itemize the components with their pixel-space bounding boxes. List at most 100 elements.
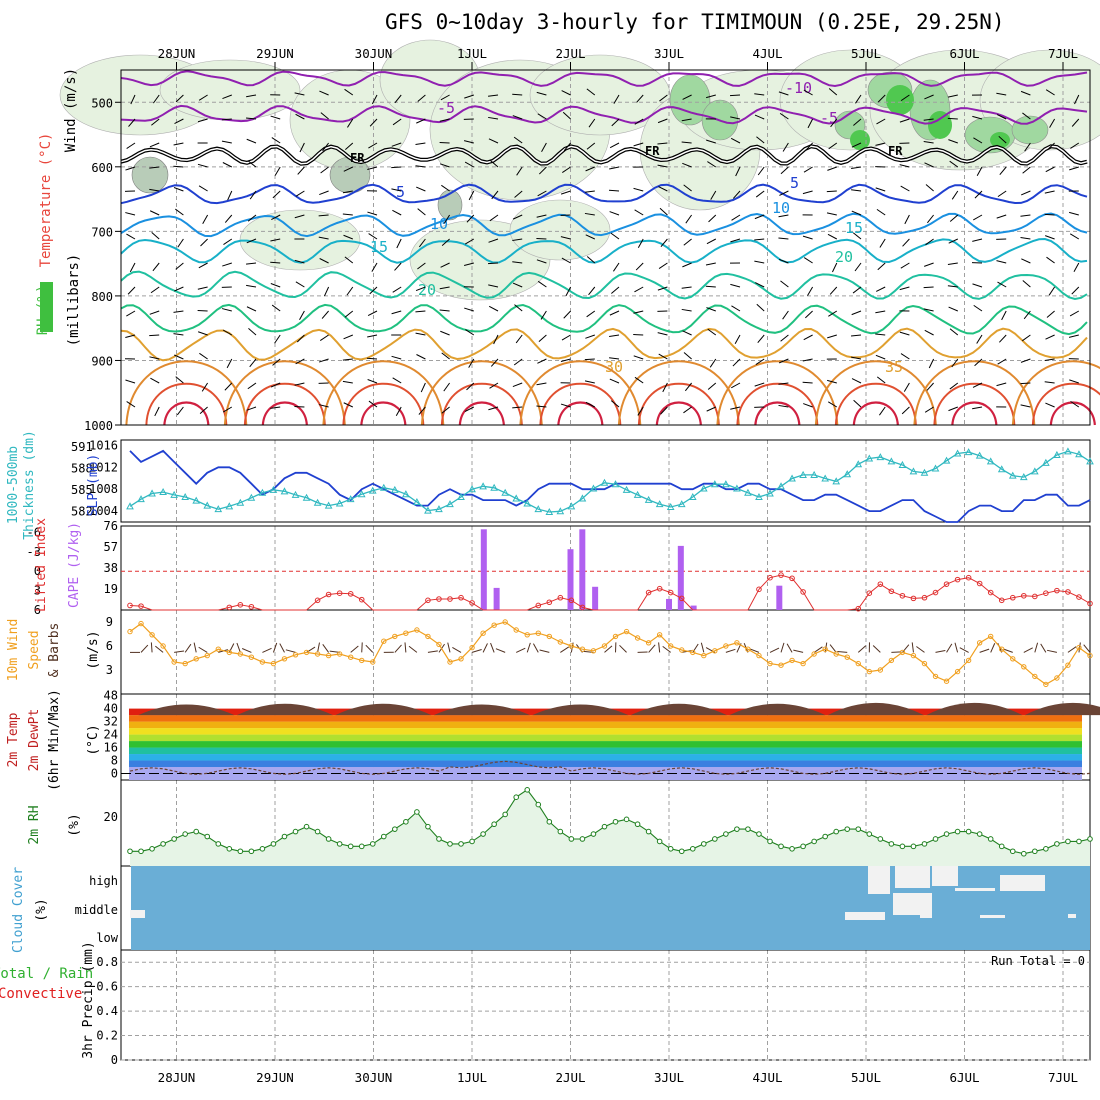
thickness-marker-23 — [379, 483, 388, 491]
wind10-barb-38 — [539, 649, 550, 653]
wind-barb-34-1 — [947, 117, 958, 120]
wind-barb-1-11 — [149, 356, 160, 360]
wind-barb-0-10 — [125, 334, 136, 338]
rh2m-marker-71 — [910, 843, 917, 850]
wind-barb-25-0 — [729, 94, 741, 97]
wind10-marker-7 — [204, 652, 210, 659]
wind10-marker-70 — [899, 649, 906, 656]
li-marker-28 — [436, 596, 442, 602]
wind-barb-18-11 — [560, 358, 571, 363]
cloud-cell-10 — [130, 910, 145, 918]
wind-barb-31-0 — [877, 94, 886, 103]
wind-barb-23-6 — [683, 238, 692, 246]
wind-barb-30-6 — [852, 232, 862, 240]
thickness-marker-18 — [324, 501, 333, 509]
wind-barb-6-2 — [271, 137, 281, 144]
wind-barb-12-8 — [415, 286, 426, 292]
rh2m-marker-47 — [645, 828, 652, 835]
rh2m-marker-77 — [976, 831, 983, 837]
wind-barb-35-6 — [972, 238, 983, 242]
wind10-barb-81 — [1023, 647, 1033, 653]
wind-barb-4-4 — [227, 190, 233, 201]
thickness-marker-54 — [722, 480, 730, 488]
li-tick-1: -3 — [27, 545, 41, 559]
thickness-marker-57 — [755, 492, 763, 501]
thickness-marker-64 — [832, 477, 841, 485]
wind-barb-27-5 — [778, 214, 789, 218]
thickness-marker-30 — [457, 492, 465, 501]
rh2m-marker-13 — [270, 841, 277, 847]
wind-barb-29-6 — [827, 233, 838, 240]
wind-barb-14-2 — [463, 140, 474, 144]
warm-dome-mid-7 — [834, 382, 917, 426]
li-marker-82 — [1032, 593, 1038, 600]
thickness-marker-58 — [766, 489, 774, 497]
wind-barb-37-6 — [1020, 236, 1031, 240]
isotherm-7 — [120, 327, 1088, 362]
wind-barb-3-10 — [197, 331, 208, 336]
wind-barb-3-1 — [197, 118, 208, 123]
wind-barb-36-9 — [1001, 310, 1007, 321]
thickness-marker-15 — [291, 490, 300, 498]
thickness-marker-43 — [600, 478, 609, 486]
wind-barb-20-3 — [609, 166, 620, 170]
wind-barb-5-7 — [246, 262, 257, 265]
li-tick-4: 6 — [34, 603, 41, 617]
wind-barb-24-12 — [707, 382, 717, 390]
wind-barb-0-1 — [128, 118, 136, 127]
wind-barb-0-13 — [126, 401, 136, 408]
wind-barb-2-4 — [173, 187, 184, 192]
wind-barb-16-13 — [512, 406, 523, 409]
thickness-marker-33 — [490, 483, 498, 491]
rh-wet-0 — [886, 85, 914, 115]
wind-barb-21-13 — [637, 406, 644, 416]
contour-label-0: -10 — [785, 79, 812, 97]
wind-barb-38-5 — [1044, 213, 1055, 216]
wind-barb-8-11 — [318, 358, 329, 363]
axis-label-rh-units: (%) — [67, 813, 82, 836]
rh2m-marker-48 — [656, 838, 663, 845]
axis-label-slp: SLP (mb) — [86, 454, 101, 517]
wind-barb-22-2 — [657, 142, 668, 145]
li-marker-60 — [789, 575, 795, 582]
thickness-marker-32 — [479, 482, 487, 490]
wind-barb-17-9 — [540, 310, 547, 320]
wind10-marker-16 — [303, 649, 310, 656]
wind10-marker-58 — [767, 660, 773, 667]
temp-band-3 — [129, 747, 1082, 755]
wind-barb-7-5 — [294, 214, 305, 219]
rh2m-marker-69 — [888, 841, 895, 847]
wind10-barb-72 — [916, 646, 925, 653]
thickness-marker-65 — [843, 470, 852, 478]
cloud-cell-0 — [868, 866, 890, 894]
cloud-cell-3 — [1000, 875, 1045, 891]
wind-barb-5-3 — [247, 160, 257, 168]
wind-barb-16-12 — [512, 382, 523, 388]
wind-barb-27-4 — [779, 190, 789, 196]
wind-barb-23-11 — [683, 352, 692, 360]
cape-bar-2 — [567, 549, 574, 610]
wind-barb-10-0 — [371, 94, 378, 105]
cloud-tick-2: high — [89, 874, 118, 888]
wind-barb-34-12 — [949, 382, 959, 390]
thickness-marker-27 — [424, 506, 432, 514]
wind10-marker-65 — [844, 654, 850, 660]
wind-barb-14-6 — [464, 238, 475, 245]
wind-barb-6-12 — [270, 382, 281, 388]
slp-tick-3: 1016 — [89, 438, 118, 452]
wind-barb-26-7 — [754, 260, 765, 264]
warm-dome-mid-0 — [145, 382, 228, 426]
thickness-marker-82 — [1030, 467, 1039, 475]
cape-bar-1 — [493, 587, 500, 610]
warm-dome-mid-9 — [1031, 382, 1100, 426]
wind-barb-24-8 — [705, 285, 716, 288]
rh2m-marker-73 — [932, 836, 939, 842]
wind-barb-37-0 — [1020, 90, 1031, 96]
rh2m-marker-9 — [226, 846, 233, 852]
wind10-marker-24 — [392, 633, 398, 640]
wind-barb-32-8 — [899, 286, 910, 291]
temp-max-dome-5 — [630, 703, 727, 716]
warm-dome-outer-1 — [223, 360, 346, 426]
wind-barb-9-7 — [344, 256, 354, 264]
rh2m-marker-60 — [789, 846, 795, 852]
